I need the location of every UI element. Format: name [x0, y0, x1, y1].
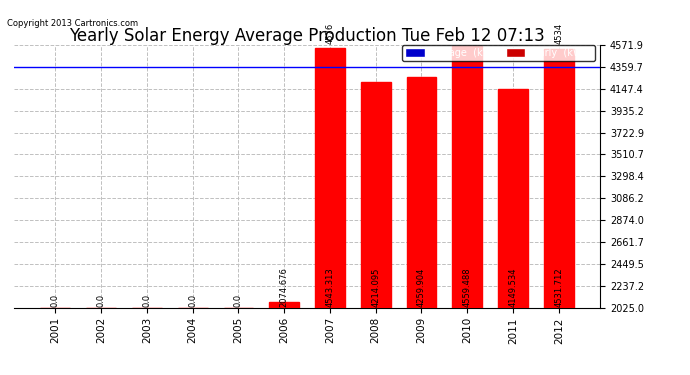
Text: 4543.313: 4543.313: [326, 267, 335, 307]
Text: 0.0: 0.0: [188, 294, 197, 307]
Text: 4214.095: 4214.095: [371, 267, 380, 307]
Text: 4534: 4534: [554, 23, 563, 45]
Bar: [406, 77, 436, 308]
Legend: Average  (kWh), Yearly  (kWh): Average (kWh), Yearly (kWh): [402, 45, 595, 61]
Bar: [269, 302, 299, 307]
Title: Yearly Solar Energy Average Production Tue Feb 12 07:13: Yearly Solar Energy Average Production T…: [69, 27, 545, 45]
Bar: [361, 82, 391, 308]
Text: 0.0: 0.0: [234, 294, 243, 307]
Text: 0.0: 0.0: [51, 294, 60, 307]
Text: Copyright 2013 Cartronics.com: Copyright 2013 Cartronics.com: [7, 19, 138, 28]
Text: 4259.904: 4259.904: [417, 267, 426, 307]
Bar: [453, 46, 482, 308]
Bar: [315, 48, 345, 308]
Bar: [498, 88, 528, 308]
Text: 4149.534: 4149.534: [509, 267, 518, 307]
Text: 0.0: 0.0: [142, 294, 151, 307]
Text: 0.0: 0.0: [97, 294, 106, 307]
Bar: [544, 49, 573, 308]
Text: 4531.712: 4531.712: [554, 267, 563, 307]
Text: 4576: 4576: [326, 23, 335, 45]
Text: 4559.488: 4559.488: [463, 267, 472, 307]
Text: 2074.676: 2074.676: [279, 267, 288, 307]
